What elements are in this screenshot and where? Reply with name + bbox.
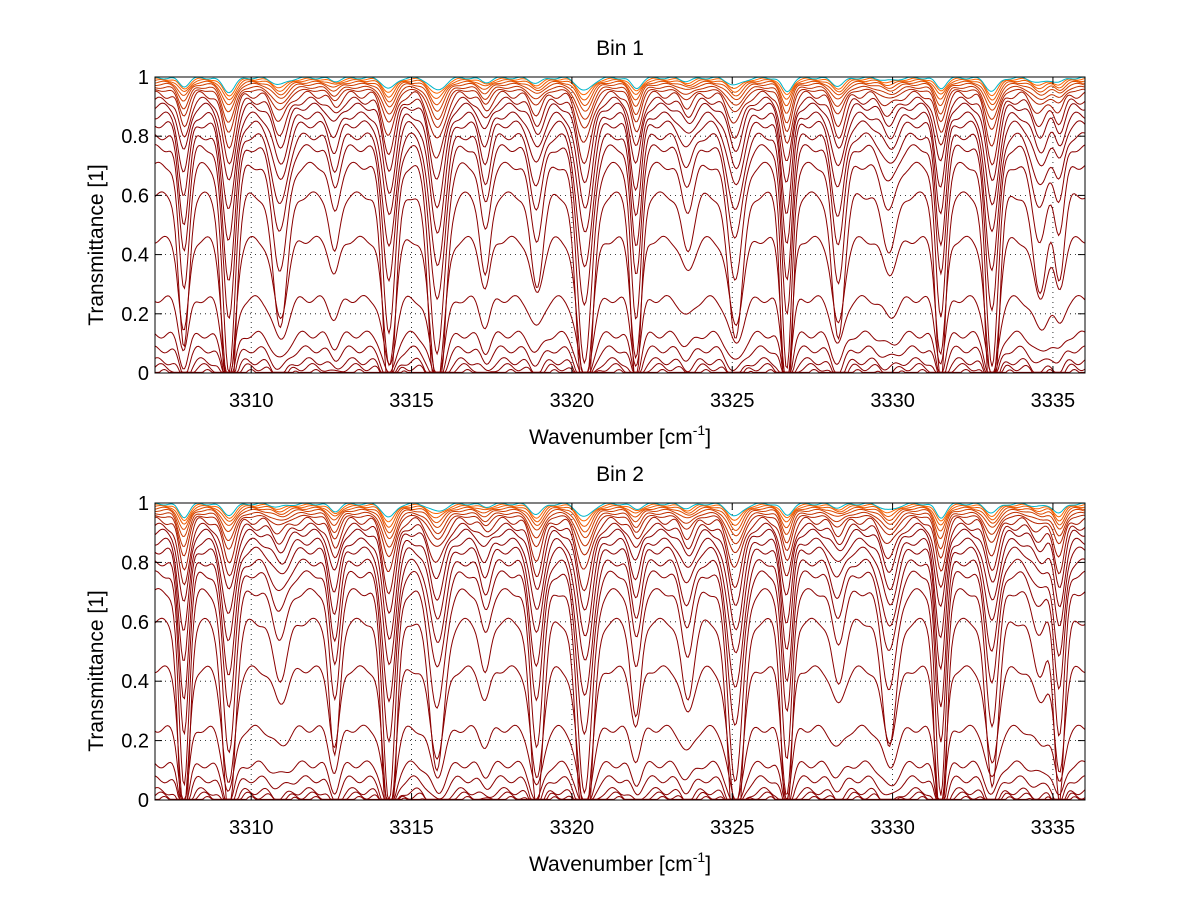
transmittance-series-line xyxy=(155,502,1085,519)
transmittance-series-line xyxy=(154,791,1086,800)
transmittance-curves xyxy=(154,76,1086,374)
x-tick-label: 3330 xyxy=(870,817,915,839)
x-tick-label: 3320 xyxy=(550,390,595,412)
plot-frame xyxy=(154,76,1086,374)
transmittance-series-line xyxy=(154,528,1086,615)
panel-bin-1: Bin 1 3310 3315 3320 3325 3330 3335 0 0.2 0.4 0.6… xyxy=(85,37,1086,449)
y-tick-label: 0.4 xyxy=(121,671,149,693)
y-tick-label: 0.6 xyxy=(121,612,149,634)
transmittance-series-line xyxy=(155,76,1085,94)
transmittance-series-line xyxy=(154,88,1085,133)
transmittance-series-line xyxy=(154,96,1086,166)
transmittance-series-line xyxy=(154,102,1086,184)
transmittance-series-line xyxy=(154,362,1086,373)
y-tick-label: 1 xyxy=(138,67,149,89)
transmittance-curves xyxy=(154,502,1086,801)
x-tick-label: 3330 xyxy=(870,390,915,412)
x-axis-label: Wavenumber [cm-1] xyxy=(529,849,711,876)
transmittance-series-line xyxy=(154,111,1086,214)
y-tick-label: 0.6 xyxy=(121,185,149,207)
chart-title: Bin 2 xyxy=(596,463,644,486)
gridlines xyxy=(155,503,1085,800)
transmittance-series-line xyxy=(155,516,1086,573)
transmittance-series-line xyxy=(154,330,1086,373)
transmittance-series-line xyxy=(154,85,1086,124)
x-tick-label: 3310 xyxy=(229,817,274,839)
transmittance-series-line xyxy=(155,90,1086,149)
y-tick-label: 0.2 xyxy=(121,304,149,326)
plot-frame xyxy=(154,502,1086,801)
transmittance-series-line xyxy=(154,357,1086,373)
transmittance-series-line xyxy=(154,508,1086,540)
transmittance-series-line xyxy=(154,587,1086,801)
transmittance-series-line xyxy=(154,522,1086,595)
x-axis-label: Wavenumber [cm-1] xyxy=(529,422,711,449)
transmittance-series-line xyxy=(154,775,1086,800)
x-tick-label: 3325 xyxy=(710,817,755,839)
transmittance-series-line xyxy=(154,294,1086,373)
transmittance-series-line xyxy=(154,345,1086,373)
y-tick-label: 1 xyxy=(138,493,149,515)
transmittance-series-line xyxy=(154,558,1086,708)
transmittance-series-line xyxy=(154,132,1086,281)
axis-ticks: 3310 3315 3320 3325 3330 3335 0 0.2 0.4 0.6 0.8 1 xyxy=(121,493,1085,839)
transmittance-series-line xyxy=(154,80,1086,107)
transmittance-series-line xyxy=(154,82,1086,114)
transmittance-series-line xyxy=(154,120,1086,244)
y-tick-label: 0 xyxy=(138,790,149,812)
transmittance-series-line xyxy=(154,724,1086,800)
x-tick-label: 3335 xyxy=(1031,817,1076,839)
transmittance-series-line xyxy=(154,514,1085,559)
transmittance-series-line xyxy=(154,760,1086,800)
transmittance-series-line xyxy=(154,235,1086,373)
transmittance-series-line xyxy=(154,665,1086,800)
x-tick-label: 3310 xyxy=(229,390,274,412)
transmittance-series-line xyxy=(154,537,1086,641)
x-tick-label: 3335 xyxy=(1031,390,1076,412)
transmittance-series-line xyxy=(154,161,1086,374)
transmittance-series-line xyxy=(154,570,1086,744)
transmittance-series-line xyxy=(154,786,1086,800)
transmittance-series-line xyxy=(154,511,1086,550)
y-tick-label: 0.4 xyxy=(121,245,149,267)
chart-title: Bin 1 xyxy=(596,37,644,60)
transmittance-series-line xyxy=(154,617,1086,801)
y-tick-label: 0 xyxy=(138,363,149,385)
x-tick-label: 3315 xyxy=(389,390,434,412)
transmittance-series-line xyxy=(154,506,1085,534)
y-tick-label: 0.8 xyxy=(121,552,149,574)
y-axis-label: Transmittance [1] xyxy=(85,164,108,325)
transmittance-series-line xyxy=(154,546,1086,671)
transmittance-series-line xyxy=(154,144,1086,320)
x-tick-label: 3325 xyxy=(710,390,755,412)
y-tick-label: 0.8 xyxy=(121,126,149,148)
x-tick-label: 3320 xyxy=(550,817,595,839)
x-tick-label: 3315 xyxy=(389,817,434,839)
panel-bin-2: Bin 2 3310 3315 3320 3325 3330 3335 0 0.2 0.4 0.6… xyxy=(85,463,1086,876)
y-axis-label: Transmittance [1] xyxy=(85,590,108,751)
y-tick-label: 0.2 xyxy=(121,731,149,753)
axis-ticks: 3310 3315 3320 3325 3330 3335 0 0.2 0.4 0.6 0.8 1 xyxy=(121,67,1085,412)
transmittance-series-line xyxy=(154,191,1086,373)
